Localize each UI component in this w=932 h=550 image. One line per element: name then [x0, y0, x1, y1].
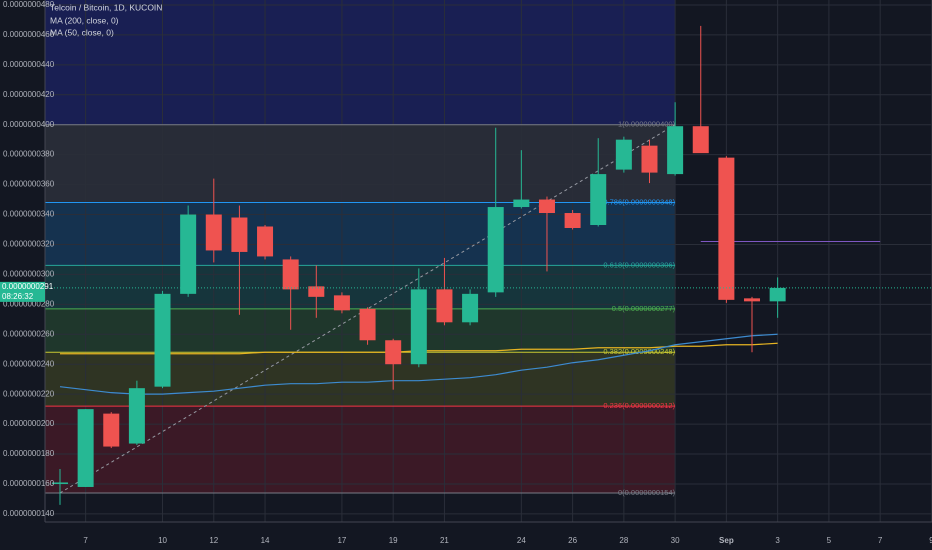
fib-label: 0.786(0.0000000348) [603, 198, 675, 207]
x-tick-label: 21 [440, 536, 449, 545]
fib-label: 1(0.0000000400) [618, 120, 676, 129]
y-tick-label: 0.0000000440 [3, 60, 55, 69]
x-tick-label: 30 [671, 536, 680, 545]
x-tick-label: 26 [568, 536, 577, 545]
x-tick-label: 19 [389, 536, 398, 545]
x-tick-label: 28 [619, 536, 628, 545]
candle-body [615, 139, 632, 170]
x-tick-label: 10 [158, 536, 167, 545]
candle-body [77, 409, 94, 487]
candle-body [385, 340, 402, 365]
y-tick-label: 0.0000000160 [3, 479, 55, 488]
candle-body [333, 295, 350, 311]
indicator-label: MA (200, close, 0) [50, 15, 119, 25]
y-tick-label: 0.0000000180 [3, 449, 55, 458]
y-tick-label: 0.0000000320 [3, 240, 55, 249]
x-tick-label: 3 [775, 536, 780, 545]
y-tick-label: 0.0000000260 [3, 329, 55, 338]
y-tick-label: 0.0000000280 [3, 299, 55, 308]
candle-body [410, 289, 427, 365]
indicator-label: MA (50, close, 0) [50, 27, 114, 37]
y-tick-label: 0.0000000420 [3, 90, 55, 99]
fib-zone [45, 406, 676, 493]
candle-body [282, 259, 299, 290]
candle-body [128, 388, 145, 444]
fib-label: 0.382(0.0000000248) [603, 347, 675, 356]
x-tick-label: Sep [719, 536, 734, 545]
x-tick-label: 7 [83, 536, 88, 545]
candle-body [538, 199, 555, 214]
x-tick-label: 12 [209, 536, 218, 545]
last-price-label: 0.0000000291 [2, 282, 54, 291]
candle-body [359, 308, 376, 341]
x-tick-label: 9 [929, 536, 932, 545]
candle-body [692, 126, 709, 154]
y-tick-label: 0.0000000140 [3, 509, 55, 518]
x-tick-label: 24 [517, 536, 526, 545]
candle-body [641, 145, 658, 173]
x-tick-label: 14 [261, 536, 270, 545]
y-tick-label: 0.0000000300 [3, 270, 55, 279]
fib-zone [45, 0, 676, 125]
candle-body [257, 226, 274, 257]
candle-body [436, 289, 453, 323]
x-tick-label: 5 [827, 536, 832, 545]
fib-label: 0(0.0000000154) [618, 488, 676, 497]
plot: 1(0.0000000400) 0.786(0.0000000348) 0.618(… [45, 25, 932, 505]
candle-body [308, 286, 325, 297]
fib-zone [45, 265, 676, 309]
grid [45, 0, 932, 522]
chart-title: Telcoin / Bitcoin, 1D, KUCOIN [50, 2, 162, 12]
y-tick-label: 0.0000000460 [3, 30, 55, 39]
candle-body [513, 199, 530, 208]
candle-body [205, 214, 222, 251]
candle-body [667, 126, 684, 175]
fib-zone [45, 124, 676, 203]
candle-body [718, 157, 735, 300]
candle-body [462, 293, 479, 323]
y-tick-label: 0.0000000400 [3, 120, 55, 129]
candle-body [487, 207, 504, 293]
y-tick-label: 0.0000000240 [3, 359, 55, 368]
candle-body [590, 174, 607, 225]
fib-label: 0.236(0.0000000212) [603, 401, 675, 410]
candle-body [103, 413, 120, 447]
fib-zone [45, 202, 676, 266]
candle-body [769, 287, 786, 302]
y-tick-label: 0.0000000340 [3, 210, 55, 219]
x-tick-label: 7 [878, 536, 883, 545]
y-tick-label: 0.0000000380 [3, 150, 55, 159]
fib-label: 0.618(0.0000000306) [603, 260, 675, 269]
candle-body [154, 293, 171, 387]
candle-body [744, 298, 761, 302]
candle-body [52, 482, 68, 484]
countdown: 08:26:32 [2, 292, 34, 301]
fib-zone [45, 352, 676, 407]
x-tick-label: 17 [337, 536, 346, 545]
candle-body [231, 217, 248, 252]
y-tick-label: 0.0000000200 [3, 419, 55, 428]
y-tick-label: 0.0000000480 [3, 0, 55, 9]
fib-label: 0.5(0.0000000277) [612, 304, 676, 313]
candle-body [180, 214, 197, 294]
y-tick-label: 0.0000000220 [3, 389, 55, 398]
ma-line [59, 333, 778, 395]
y-tick-label: 0.0000000360 [3, 180, 55, 189]
candle-body [564, 213, 581, 228]
price-badge [0, 281, 45, 302]
